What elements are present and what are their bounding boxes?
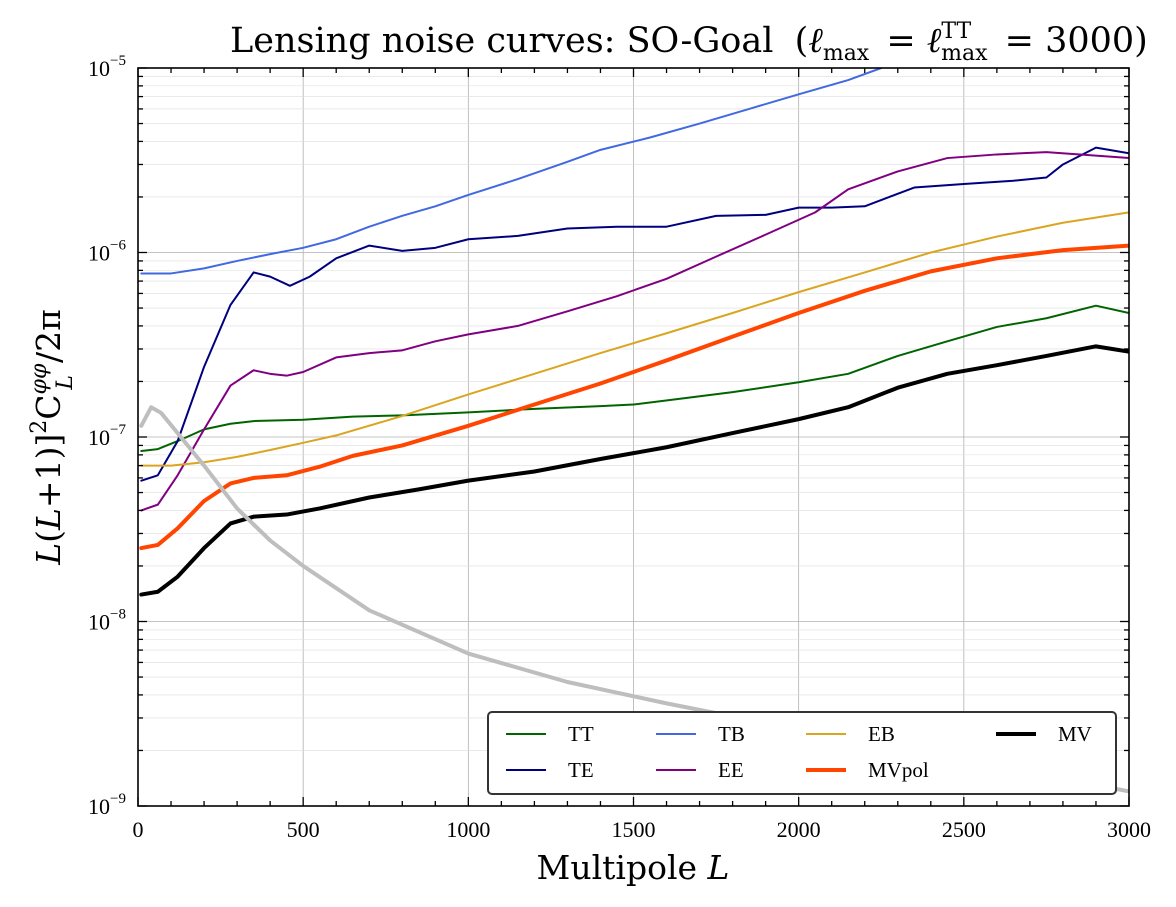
x-tick-label: 500 [287, 817, 320, 842]
x-axis-label: Multipole L [537, 848, 730, 887]
series-line-tb [140, 68, 883, 275]
y-tick-label: 10−8 [88, 607, 126, 635]
legend-label-tb: TB [718, 722, 745, 746]
y-tick-label: 10−5 [88, 53, 126, 81]
x-tick-label: 3000 [1107, 817, 1151, 842]
x-tick-label: 2000 [777, 817, 821, 842]
legend-label-te: TE [568, 758, 594, 782]
y-tick-label: 10−7 [88, 422, 126, 450]
x-tick-label: 0 [133, 817, 144, 842]
y-tick-label: 10−9 [88, 791, 126, 819]
legend-label-tt: TT [568, 722, 594, 746]
series-line-te [140, 146, 1129, 482]
legend-label-mvpol: MVpol [868, 758, 929, 782]
chart-title-main: Lensing noise curves: SO-Goal [230, 21, 773, 61]
series-line-ee [140, 151, 1129, 512]
series-line-mvpol [139, 243, 1129, 551]
legend-box [487, 711, 1117, 795]
series-layer [139, 68, 1129, 794]
series-line-mv [139, 344, 1129, 597]
x-tick-label: 1500 [612, 817, 656, 842]
grid [138, 68, 1129, 806]
legend-label-eb: EB [868, 722, 895, 746]
x-tick-label: 1000 [446, 817, 490, 842]
y-tick-label: 10−6 [88, 238, 126, 266]
x-tick-label: 2500 [942, 817, 986, 842]
legend-label-mv: MV [1058, 722, 1092, 746]
chart-title: Lensing noise curves: SO-Goal (ℓmax = ℓT… [230, 19, 1148, 66]
y-axis-label: L(L+1)]2CφφL/2π [27, 309, 78, 566]
axes: 0 500 1000 1500 2000 2500 3000 10−9 10−8 10−7 10−6… [88, 53, 1151, 842]
series-line-eb [140, 211, 1129, 467]
legend-label-ee: EE [718, 758, 744, 782]
legend: TT TE TB EE EB MVpol MV [487, 711, 1117, 795]
series-line-tt [140, 304, 1129, 452]
